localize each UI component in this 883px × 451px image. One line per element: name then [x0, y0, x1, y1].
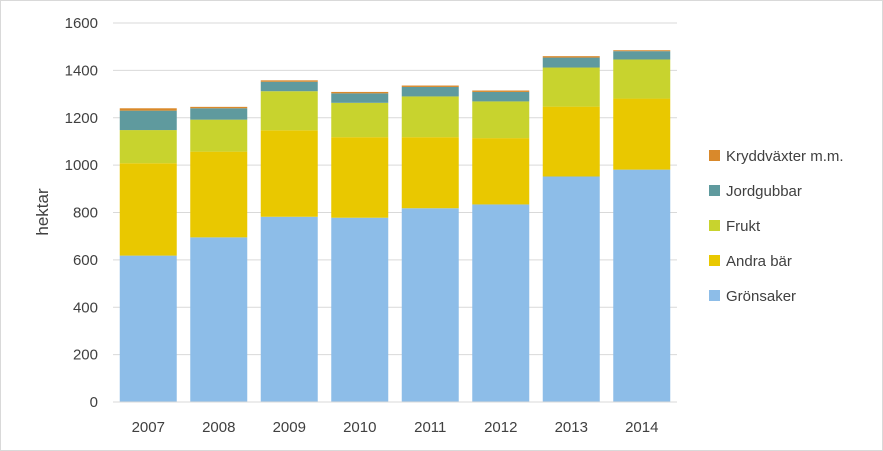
bar-segment: [542, 56, 600, 58]
bar-segment: [260, 80, 318, 82]
bar-segment: [260, 130, 318, 217]
bar-segment: [401, 86, 459, 97]
x-tick-label: 2012: [484, 419, 517, 436]
bar-segment: [119, 163, 177, 256]
legend-label: Kryddväxter m.m.: [726, 148, 844, 165]
bar-segment: [190, 108, 248, 120]
bar-segment: [613, 59, 671, 99]
y-tick-label: 1600: [65, 15, 98, 32]
bar-segment: [472, 90, 530, 92]
bar-segment: [331, 93, 389, 103]
legend-swatch: [709, 150, 720, 161]
legend-label: Frukt: [726, 218, 761, 235]
legend: Kryddväxter m.m. Jordgubbar Frukt Andra bär…: [709, 148, 844, 305]
bar-segment: [613, 98, 671, 170]
bar-segment: [542, 176, 600, 402]
bar-segment: [331, 137, 389, 218]
x-tick-label: 2008: [202, 419, 235, 436]
x-tick-label: 2007: [132, 419, 165, 436]
legend-swatch: [709, 255, 720, 266]
bar-segment: [613, 51, 671, 60]
bar-segment: [613, 50, 671, 52]
y-tick-label: 0: [90, 394, 98, 411]
bar-segment: [472, 138, 530, 205]
y-tick-label: 1000: [65, 157, 98, 174]
x-tick-label: 2011: [414, 419, 446, 436]
bar-segment: [331, 217, 389, 402]
bar-segment: [190, 151, 248, 238]
bar-segment: [401, 96, 459, 138]
bar-segment: [472, 101, 530, 139]
y-tick-label: 800: [73, 205, 98, 222]
legend-label: Jordgubbar: [726, 183, 802, 200]
x-tick-label: 2013: [555, 419, 588, 436]
bar-segment: [119, 255, 177, 402]
bar-segment: [190, 237, 248, 402]
x-tick-label: 2009: [273, 419, 306, 436]
legend-label: Grönsaker: [726, 288, 796, 305]
bar-segment: [613, 169, 671, 402]
bar-segment: [472, 91, 530, 102]
legend-swatch: [709, 220, 720, 231]
bars: [119, 50, 671, 402]
y-tick-labels: 0 200 400 600 800 1000 1200 1400 1600: [65, 15, 98, 411]
bar-segment: [401, 137, 459, 209]
bar-segment: [542, 67, 600, 107]
y-tick-label: 1200: [65, 110, 98, 127]
x-tick-label: 2014: [625, 419, 658, 436]
legend-swatch: [709, 290, 720, 301]
bar-segment: [119, 130, 177, 164]
bar-segment: [190, 106, 248, 109]
legend-swatch: [709, 185, 720, 196]
bar-segment: [119, 110, 177, 131]
bar-segment: [401, 208, 459, 402]
bar-segment: [401, 85, 459, 87]
bar-segment: [542, 57, 600, 68]
y-tick-label: 400: [73, 299, 98, 316]
bar-segment: [119, 108, 177, 111]
y-tick-label: 600: [73, 252, 98, 269]
bar-segment: [472, 204, 530, 402]
bar-segment: [260, 91, 318, 131]
y-axis-label: hektar: [33, 188, 52, 236]
x-tick-labels: 2007 2008 2009 2010 2011 2012 2013 2014: [132, 419, 659, 436]
x-tick-label: 2010: [343, 419, 376, 436]
legend-label: Andra bär: [726, 253, 792, 270]
bar-segment: [542, 106, 600, 177]
y-tick-label: 200: [73, 347, 98, 364]
bar-segment: [331, 102, 389, 138]
bar-segment: [190, 119, 248, 152]
bar-segment: [260, 81, 318, 92]
bar-segment: [331, 91, 389, 94]
y-tick-label: 1400: [65, 62, 98, 79]
bar-segment: [260, 216, 318, 402]
